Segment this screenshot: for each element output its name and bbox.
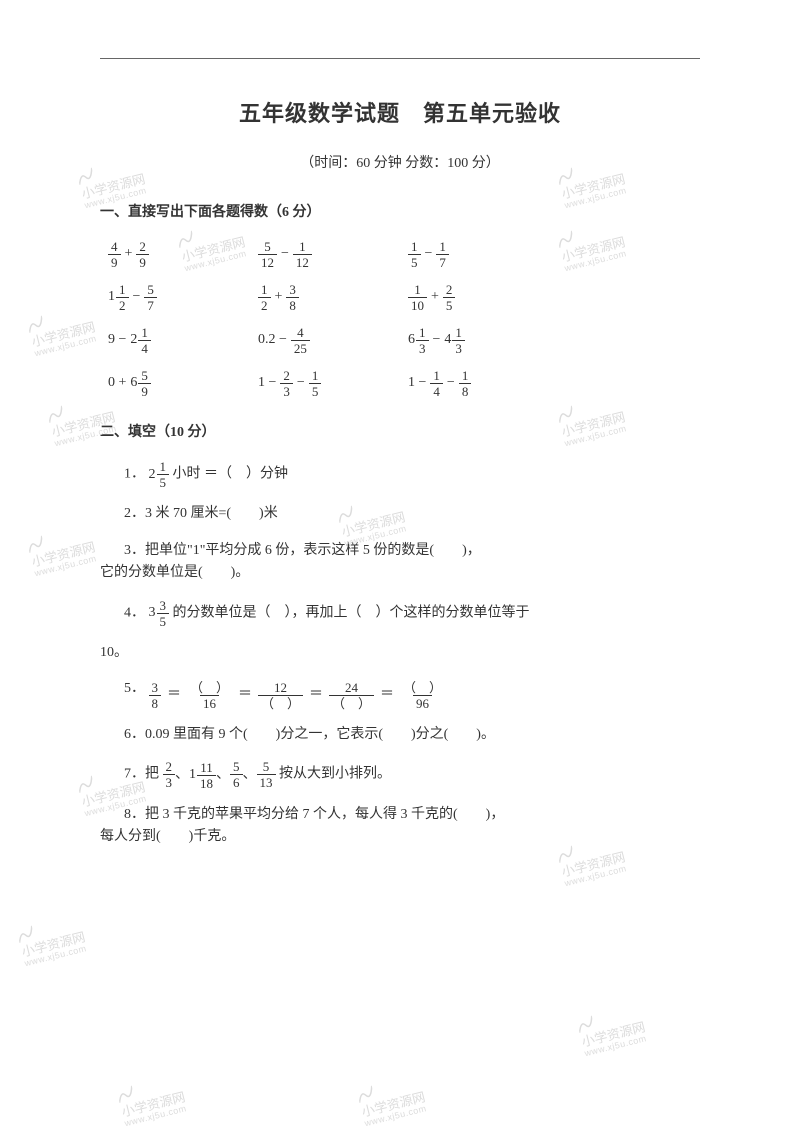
- question-2: 2．3 米 70 厘米=( )米: [124, 503, 700, 525]
- q4-mixed: 3 3 5: [149, 599, 170, 628]
- calc-expression: 15 − 17: [408, 240, 558, 269]
- q5-prefix: 5．: [124, 681, 145, 696]
- q1-mixed: 2 1 5: [149, 460, 170, 489]
- q7-suffix: 按从大到小排列。: [279, 767, 391, 782]
- q7-fraction-list: 23、11118、56、513: [163, 767, 276, 782]
- question-6: 6．0.09 里面有 9 个( )分之一，它表示( )分之( )。: [124, 724, 700, 746]
- q3-line2: 它的分数单位是( )。: [100, 562, 700, 584]
- calc-expression: 1 − 14 − 18: [408, 369, 558, 398]
- watermark: 小学资源网www.xj5u.com: [16, 913, 89, 969]
- question-3: 3．把单位"1"平均分成 6 份，表示这样 5 份的数是( )， 它的分数单位是…: [100, 540, 700, 585]
- question-4: 4． 3 3 5 的分数单位是（ ），再加上（ ）个这样的分数单位等于: [124, 599, 700, 628]
- q8-line1: 8．把 3 千克的苹果平均分给 7 个人，每人得 3 千克的( )，: [124, 804, 700, 826]
- watermark: 小学资源网www.xj5u.com: [356, 1073, 429, 1129]
- q4-prefix: 4．: [124, 605, 145, 620]
- question-5: 5． 38＝（ ）16＝12（ ）＝24（ ）＝（ ）96: [124, 678, 700, 710]
- section-2-heading: 二、填空（10 分）: [100, 422, 700, 444]
- q8-line2: 每人分到( )千克。: [100, 826, 700, 848]
- question-8: 8．把 3 千克的苹果平均分给 7 个人，每人得 3 千克的( )， 每人分到(…: [100, 804, 700, 849]
- q4-text: 的分数单位是（ ），再加上（ ）个这样的分数单位等于: [173, 605, 530, 620]
- calculation-grid: 49 + 29512 − 11215 − 17 112 − 5712 + 3811…: [108, 240, 700, 398]
- watermark: 小学资源网www.xj5u.com: [116, 1073, 189, 1129]
- question-7: 7．把 23、11118、56、513 按从大到小排列。: [124, 760, 700, 789]
- calc-expression: 9 − 214: [108, 326, 258, 355]
- calc-expression: 110 + 25: [408, 283, 558, 312]
- q3-line1: 3．把单位"1"平均分成 6 份，表示这样 5 份的数是( )，: [124, 540, 700, 562]
- calc-expression: 0 + 659: [108, 369, 258, 398]
- calc-expression: 613 − 413: [408, 326, 558, 355]
- calc-expression: 49 + 29: [108, 240, 258, 269]
- top-horizontal-rule: [100, 58, 700, 59]
- q1-text: 小时 ＝（ ）分钟: [173, 467, 289, 482]
- watermark: 小学资源网www.xj5u.com: [26, 523, 99, 579]
- watermark: 小学资源网www.xj5u.com: [26, 303, 99, 359]
- question-4-tail: 10。: [100, 642, 700, 664]
- calc-expression: 1 − 23 − 15: [258, 369, 408, 398]
- watermark: 小学资源网www.xj5u.com: [576, 1003, 649, 1059]
- q5-equation-chain: 38＝（ ）16＝12（ ）＝24（ ）＝（ ）96: [149, 681, 446, 710]
- calc-expression: 12 + 38: [258, 283, 408, 312]
- section-1-heading: 一、直接写出下面各题得数（6 分）: [100, 202, 700, 224]
- calc-expression: 512 − 112: [258, 240, 408, 269]
- calc-expression: 0.2 − 425: [258, 326, 408, 355]
- page-title: 五年级数学试题 第五单元验收: [100, 96, 700, 131]
- page-subtitle: （时间：60 分钟 分数：100 分）: [100, 153, 700, 175]
- q7-prefix: 7．把: [124, 767, 159, 782]
- calc-expression: 112 − 57: [108, 283, 258, 312]
- q1-prefix: 1．: [124, 467, 145, 482]
- question-1: 1． 2 1 5 小时 ＝（ ）分钟: [124, 460, 700, 489]
